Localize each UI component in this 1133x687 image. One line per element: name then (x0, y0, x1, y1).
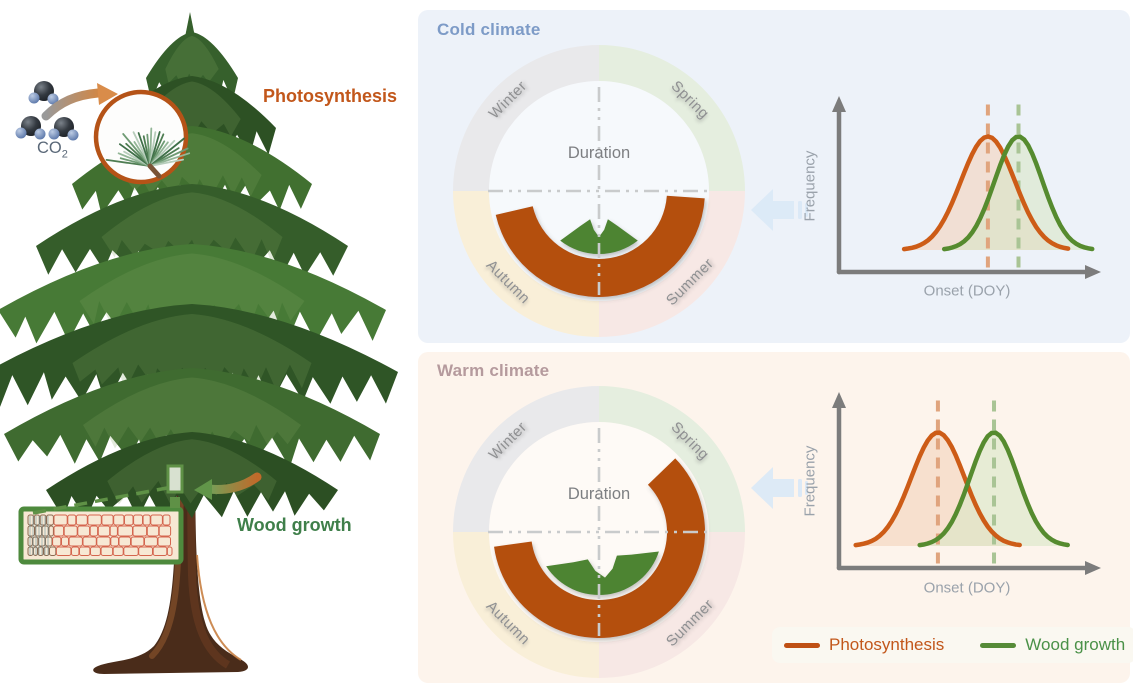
co2-label: CO2 (37, 139, 68, 160)
co2-text: CO (37, 139, 62, 157)
season-segment-summer (599, 191, 745, 337)
x-axis-arrowhead (1085, 561, 1101, 575)
gaussian-curve-photosynthesis (901, 134, 1071, 252)
season-segment-autumn (453, 532, 599, 678)
gaussian-fill-wood-growth (919, 432, 1069, 546)
co2-molecules-icon (15, 81, 79, 141)
wood-growth-label: Wood growth (237, 515, 352, 535)
tree-branch-tier (36, 184, 348, 276)
y-axis-arrowhead (832, 96, 846, 112)
cold-climate-title: Cold climate (437, 20, 541, 39)
legend-item-wood-growth: Wood growth (980, 635, 1125, 655)
legend-label-wood-growth: Wood growth (1025, 635, 1126, 654)
tree-branch-tier (0, 244, 386, 344)
tree-branch-tier (4, 368, 380, 468)
tree-branch-tier (0, 304, 398, 407)
wood-growth-duration-area (560, 219, 638, 255)
gaussian-curve-wood-growth (917, 430, 1070, 548)
warm-climate-title: Warm climate (437, 361, 550, 380)
duration-wheel-cold (453, 45, 745, 337)
y-axis-arrowhead (832, 392, 846, 408)
season-segment-spring (599, 386, 745, 532)
block-arrow-icon-warm (751, 467, 808, 509)
legend-item-photosynthesis: Photosynthesis (784, 635, 944, 655)
legend: Photosynthesis Wood growth (772, 627, 1133, 663)
gaussian-curve-photosynthesis (853, 430, 1022, 548)
co2-subscript: 2 (61, 148, 68, 161)
photosynthesis-duration-arc (494, 458, 706, 638)
duration-label-cold: Duration (567, 144, 631, 162)
pine-needles-icon (93, 89, 191, 185)
x-axis-arrowhead (1085, 265, 1101, 279)
season-segment-summer (599, 532, 745, 678)
wood-growth-duration-area (546, 551, 659, 596)
x-axis-label-warm: Onset (DOY) (923, 579, 1011, 597)
legend-label-photosynthesis: Photosynthesis (829, 635, 945, 654)
dashed-connector (32, 486, 168, 515)
photosynthesis-label: Photosynthesis (263, 86, 398, 106)
y-axis-label-cold: Frequency (801, 150, 819, 222)
trunk-sample-marker (166, 464, 184, 508)
duration-label-warm: Duration (567, 485, 631, 503)
season-segment-spring (599, 45, 745, 191)
block-arrow-icon-cold (751, 189, 808, 231)
duration-wheel-warm (453, 386, 745, 678)
legend-swatch-wood-growth (980, 642, 1017, 648)
gaussian-curve-wood-growth (941, 134, 1095, 252)
wood-cells-icon (18, 506, 184, 565)
onset-chart-warm (832, 392, 1101, 575)
legend-swatch-photosynthesis (784, 642, 820, 648)
y-axis-label-warm: Frequency (801, 445, 819, 517)
season-segment-winter (453, 386, 599, 532)
co2-arrow-icon (41, 83, 118, 121)
photosynthesis-duration-arc (495, 195, 705, 297)
x-axis-label-cold: Onset (DOY) (923, 282, 1011, 300)
season-segment-autumn (453, 191, 599, 337)
season-segment-winter (453, 45, 599, 191)
wood-growth-arrow-icon (194, 472, 262, 500)
pine-tree-illustration (0, 12, 398, 674)
onset-chart-cold (832, 96, 1101, 279)
